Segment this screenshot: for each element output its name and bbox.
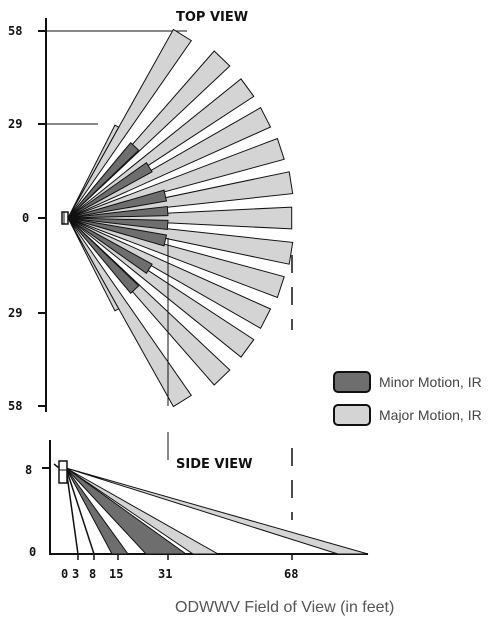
minor-beams bbox=[67, 141, 169, 295]
figure-caption: ODWWV Field of View (in feet) bbox=[175, 599, 394, 616]
label-0-side: 0 bbox=[29, 545, 36, 559]
sensor-device-top bbox=[61, 211, 69, 225]
legend: Minor Motion, IR Major Motion, IR bbox=[333, 371, 482, 426]
label-x-15: 15 bbox=[109, 567, 123, 581]
label-x-8: 8 bbox=[89, 567, 96, 581]
sensor-device-side bbox=[58, 460, 68, 484]
major-beam-near-upper bbox=[67, 124, 120, 219]
side-beam-minor-near bbox=[65, 467, 129, 555]
major-beam-12 bbox=[67, 217, 193, 408]
legend-minor-label: Minor Motion, IR bbox=[379, 374, 482, 390]
major-beams bbox=[67, 28, 294, 408]
legend-major-label: Major Motion, IR bbox=[379, 407, 482, 423]
minor-beam-1 bbox=[67, 161, 153, 219]
major-beam-near-lower bbox=[67, 217, 120, 312]
legend-major-swatch bbox=[333, 404, 371, 426]
label-x-0: 0 bbox=[61, 567, 68, 581]
label-0: 0 bbox=[22, 211, 29, 225]
legend-minor-swatch bbox=[333, 371, 371, 393]
minor-beam-4 bbox=[67, 217, 168, 247]
major-beam-10 bbox=[67, 217, 255, 358]
side-view-title: SIDE VIEW bbox=[176, 457, 253, 472]
label-8-side: 8 bbox=[25, 463, 32, 477]
side-line-8 bbox=[65, 467, 95, 555]
top-view-title: TOP VIEW bbox=[176, 10, 248, 25]
major-beam-8 bbox=[67, 217, 285, 299]
side-view: SIDE VIEW 8 0 0 3 8 15 31 68 bbox=[25, 432, 369, 581]
side-beam-major-mid bbox=[65, 467, 220, 555]
side-line-3 bbox=[65, 467, 79, 555]
major-beam-6 bbox=[67, 206, 293, 230]
minor-beam-2 bbox=[67, 189, 168, 219]
minor-beam-6 bbox=[67, 217, 140, 295]
major-beam-4 bbox=[67, 137, 285, 219]
major-beam-2 bbox=[67, 78, 255, 219]
label-58-bottom: 58 bbox=[8, 399, 22, 413]
side-beam-major-far bbox=[65, 467, 369, 555]
label-29-bottom: 29 bbox=[8, 306, 22, 320]
minor-beam-center-lower bbox=[67, 217, 169, 231]
minor-beam-5 bbox=[67, 217, 153, 275]
label-29-top: 29 bbox=[8, 117, 22, 131]
major-beam-0 bbox=[67, 28, 193, 219]
label-x-68: 68 bbox=[284, 567, 298, 581]
label-x-31: 31 bbox=[158, 567, 172, 581]
label-58-top: 58 bbox=[8, 24, 22, 38]
top-view: TOP VIEW 58 29 0 29 58 bbox=[8, 10, 294, 413]
minor-beam-center-upper bbox=[67, 205, 169, 219]
sensor-mount bbox=[53, 463, 60, 469]
label-x-3: 3 bbox=[72, 567, 79, 581]
minor-beam-0 bbox=[67, 141, 140, 219]
side-beam-minor bbox=[65, 467, 188, 555]
